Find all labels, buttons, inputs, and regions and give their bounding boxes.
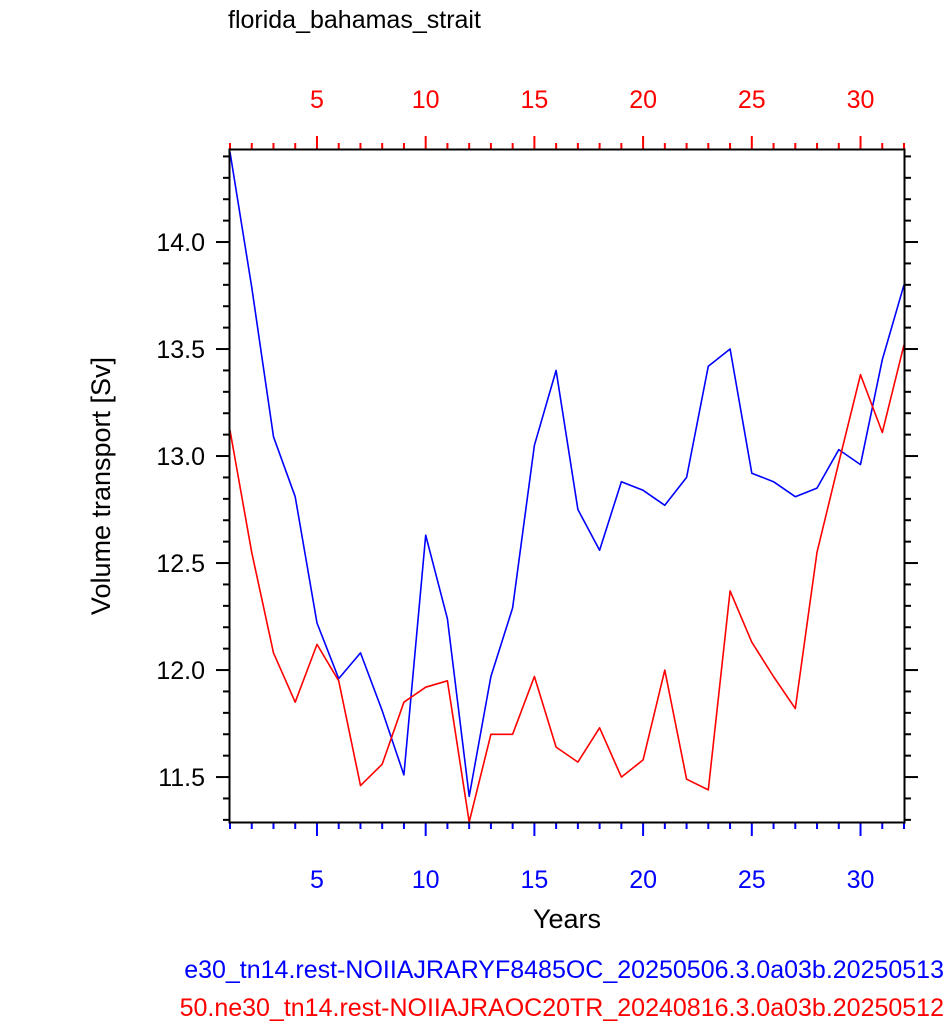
- series-line-blue: [229, 151, 905, 798]
- x-tick-label-bottom: 30: [847, 866, 875, 894]
- x-tick-label-bottom: 25: [738, 866, 766, 894]
- x-tick-label-top: 30: [847, 86, 875, 114]
- series-line-red: [229, 344, 905, 823]
- plot-frame: [228, 148, 906, 824]
- x-tick-label-top: 10: [412, 86, 440, 114]
- data-series: [229, 151, 905, 823]
- series-caption-red: 50.ne30_tn14.rest-NOIIAJRAOC20TR_2024081…: [179, 994, 944, 1022]
- y-tick-label: 12.0: [156, 657, 205, 685]
- x-tick-label-top: 25: [738, 86, 766, 114]
- x-axis-label: Years: [533, 904, 601, 934]
- x-tick-label-top: 5: [310, 86, 324, 114]
- x-tick-label-bottom: 20: [629, 866, 657, 894]
- x-tick-label-top: 15: [520, 86, 548, 114]
- y-tick-label: 14.0: [156, 229, 205, 257]
- y-tick-label: 12.5: [156, 550, 205, 578]
- x-tick-label-bottom: 5: [310, 866, 324, 894]
- series-caption-blue: e30_tn14.rest-NOIIAJRARYF8485OC_20250506…: [184, 956, 944, 984]
- y-tick-label: 13.0: [156, 443, 205, 471]
- x-tick-label-bottom: 10: [412, 866, 440, 894]
- y-axis-label: Volume transport [Sv]: [86, 357, 116, 615]
- chart-title: florida_bahamas_strait: [228, 6, 481, 34]
- y-tick-label: 11.5: [158, 764, 205, 792]
- y-tick-label: 13.5: [156, 336, 205, 364]
- x-tick-label-top: 20: [629, 86, 657, 114]
- axis-tick-labels: 5 5 10 10 15 15 20 20 25 25 30 30 11.5 12.0 12.5 13.0 13…: [156, 86, 874, 894]
- x-tick-label-bottom: 15: [520, 866, 548, 894]
- axis-ticks: [216, 136, 918, 836]
